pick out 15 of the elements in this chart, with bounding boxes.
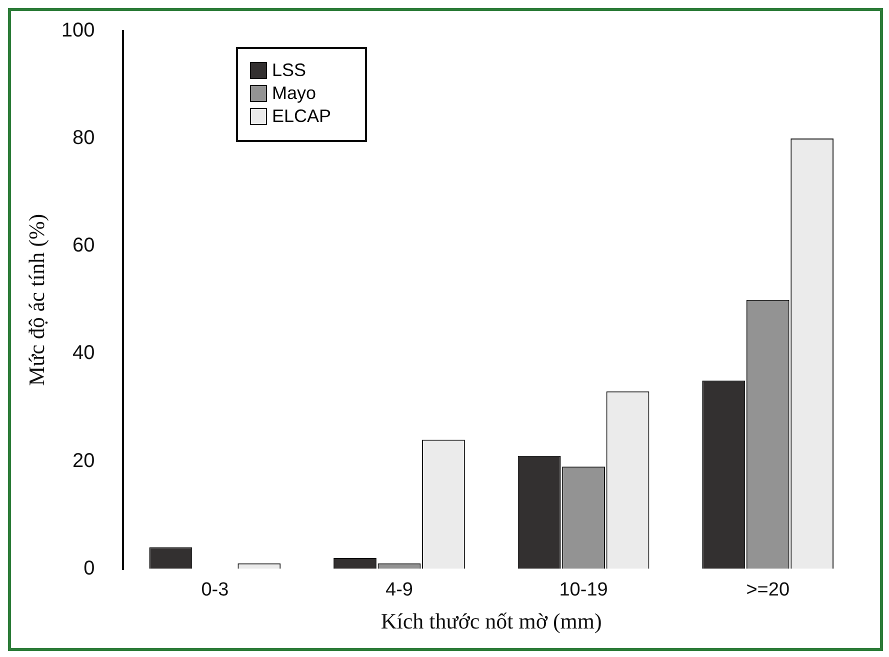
x-tick-label: 10-19 [559, 579, 608, 600]
x-tick-label: 0-3 [201, 579, 229, 600]
y-axis-title: Mức độ ác tính (%) [24, 214, 49, 386]
y-tick-label: 20 [72, 450, 95, 472]
legend-label: Mayo [272, 82, 316, 105]
legend-label: LSS [272, 59, 306, 82]
y-tick-label: 40 [72, 342, 95, 364]
legend-label: ELCAP [272, 105, 332, 128]
x-axis-title: Kích thước nốt mờ (mm) [380, 608, 602, 634]
y-tick-label: 100 [61, 20, 95, 42]
y-tick-label: 0 [84, 557, 95, 580]
x-tick-label: 4-9 [385, 579, 413, 600]
y-tick-label: 80 [72, 127, 95, 150]
x-tick-label: >=20 [746, 579, 790, 600]
y-tick-label: 60 [72, 234, 95, 257]
